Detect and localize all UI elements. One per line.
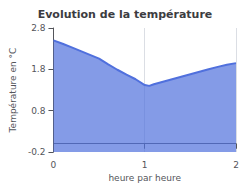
svg-text:Température en °C: Température en °C xyxy=(8,48,18,134)
svg-text:2.8: 2.8 xyxy=(31,23,46,33)
svg-text:Evolution de la température: Evolution de la température xyxy=(38,8,213,21)
svg-text:2: 2 xyxy=(233,160,239,170)
svg-text:heure par heure: heure par heure xyxy=(108,173,181,183)
svg-text:0: 0 xyxy=(51,160,57,170)
svg-text:-0.2: -0.2 xyxy=(28,147,46,157)
svg-text:0.8: 0.8 xyxy=(31,106,46,116)
svg-text:1: 1 xyxy=(142,160,148,170)
svg-text:1.8: 1.8 xyxy=(31,64,46,74)
